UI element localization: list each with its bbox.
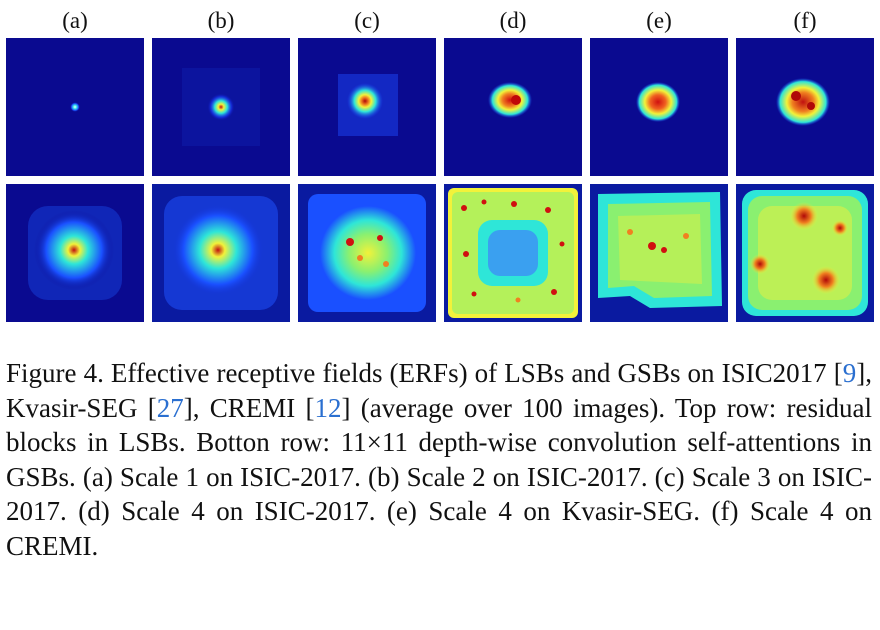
figure-caption: Figure 4. Effective receptive fields (ER…	[6, 356, 872, 563]
erf-top-d	[444, 38, 582, 176]
erf-top-a	[6, 38, 144, 176]
citation-link-12[interactable]: 12	[314, 392, 342, 423]
erf-bottom-a	[6, 184, 144, 322]
erf-top-b	[152, 38, 290, 176]
erf-bottom-b	[152, 184, 290, 322]
erf-top-f	[736, 38, 874, 176]
caption-text-2: ], Kvasir-SEG [	[6, 358, 872, 423]
column-label-f: (f)	[793, 8, 817, 33]
erf-top-e	[590, 38, 728, 176]
erf-bottom-d	[444, 184, 582, 322]
erf-bottom-f	[736, 184, 874, 322]
column-label-a: (a)	[62, 8, 88, 33]
erf-bottom-e	[590, 184, 728, 322]
citation-link-9[interactable]: 9	[842, 358, 857, 388]
column-label-e: (e)	[646, 8, 672, 33]
erf-top-c	[298, 38, 436, 176]
caption-text-1: Figure 4. Effective receptive fields (ER…	[6, 358, 843, 388]
column-label-c: (c)	[354, 8, 380, 33]
column-label-b: (b)	[207, 8, 235, 33]
caption-text-3: ], CREMI [	[183, 392, 315, 423]
column-label-d: (d)	[499, 8, 527, 33]
citation-link-27[interactable]: 27	[156, 392, 184, 423]
caption-text-4: ] (average over 100 images). Top row: re…	[6, 392, 873, 561]
column-labels: (a) (b) (c) (d) (e) (f)	[0, 6, 880, 36]
erf-bottom-c	[298, 184, 436, 322]
